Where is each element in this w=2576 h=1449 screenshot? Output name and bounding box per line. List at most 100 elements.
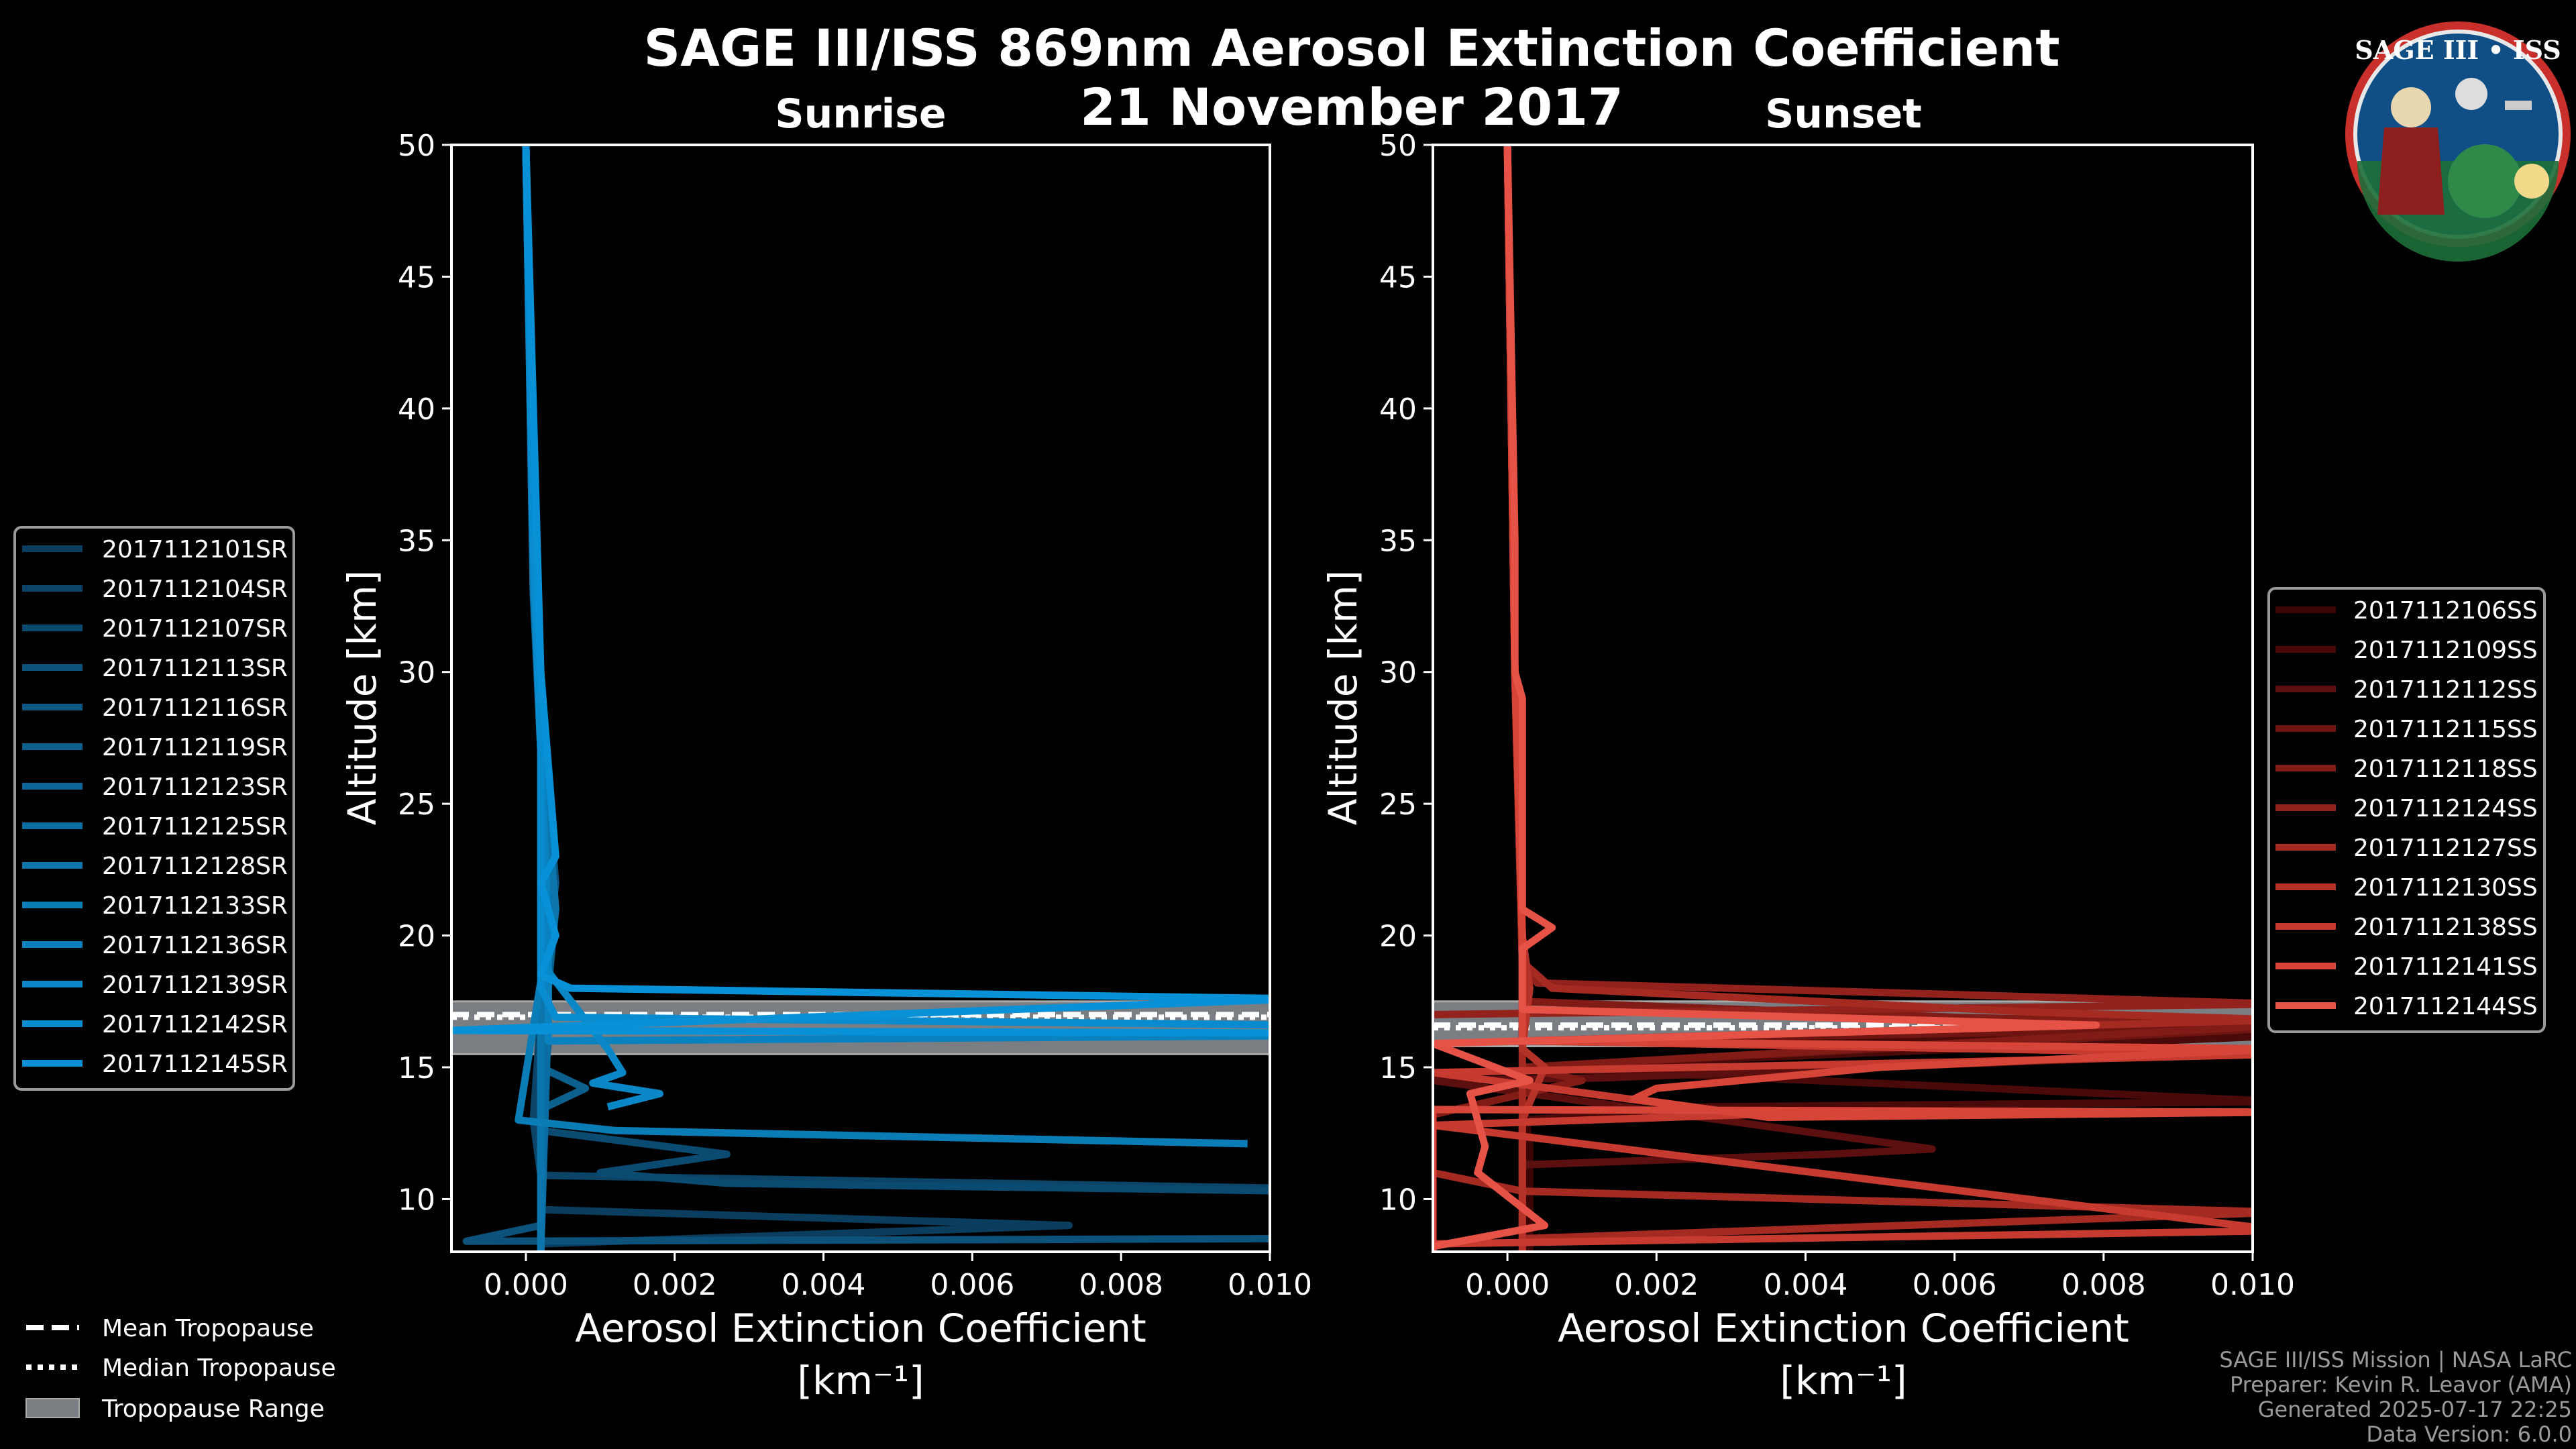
legend-label: 2017112124SS [2353, 795, 2538, 822]
mean-tropopause-label: Mean Tropopause [102, 1315, 314, 1342]
x-tick-label: 0.010 [1228, 1268, 1312, 1302]
y-tick-label: 30 [398, 656, 435, 690]
legend-item: 2017112115SS [2275, 716, 2538, 743]
legend-label: 2017112107SR [102, 615, 288, 643]
legend-item: 2017112123SR [22, 773, 288, 801]
legend-label: 2017112136SR [102, 932, 288, 959]
chart-title: SAGE III/ISS 869nm Aerosol Extinction Co… [643, 18, 2059, 78]
legend-item: 2017112119SR [22, 734, 288, 761]
axes-frame [450, 144, 1271, 1253]
y-axis-label-sunrise: Altitude [km] [339, 570, 385, 825]
footer-line: Data Version: 6.0.0 [2366, 1421, 2572, 1447]
legend-item: 2017112142SR [22, 1011, 288, 1038]
iss-icon [2505, 101, 2532, 110]
legend-item: 2017112116SR [22, 694, 288, 722]
legend-item: 2017112138SS [2275, 914, 2538, 941]
y-tick-label: 35 [398, 524, 435, 558]
x-tick-label: 0.002 [1614, 1268, 1699, 1302]
y-tick-label: 25 [1379, 788, 1417, 822]
legend-label: 2017112141SS [2353, 953, 2538, 981]
legend-label: 2017112104SR [102, 576, 288, 603]
legend-label: 2017112112SS [2353, 676, 2538, 704]
x-tick-label: 0.008 [1079, 1268, 1163, 1302]
legend-label: 2017112139SR [102, 971, 288, 999]
tropopause-range-swatch [25, 1398, 80, 1418]
legend-label: 2017112116SR [102, 694, 288, 722]
moon-icon [2455, 78, 2487, 110]
y-tick-label: 10 [398, 1183, 435, 1217]
y-tick-label: 45 [398, 260, 435, 294]
scientist-figure-icon [2391, 87, 2431, 127]
legend-item: 2017112106SS [2275, 597, 2538, 625]
sunrise-legend: 2017112101SR 2017112104SR 2017112107SR 2017… [22, 536, 288, 1078]
x-tick-label: 0.002 [633, 1268, 717, 1302]
x-tick-label: 0.008 [2061, 1268, 2146, 1302]
legend-label: 2017112130SS [2353, 874, 2538, 902]
y-tick-label: 35 [1379, 524, 1417, 558]
profile-line-2017112144SS [1433, 145, 2100, 1250]
chart-subtitle: 21 November 2017 [1080, 77, 1623, 137]
legend-item: 2017112144SS [2275, 993, 2538, 1020]
legend-item: 2017112113SR [22, 655, 288, 682]
legend-label: 2017112144SS [2353, 993, 2538, 1020]
legend-item: 2017112124SS [2275, 795, 2538, 822]
sunset-panel: 0.000 0.002 0.004 0.006 0.008 0.010 10 15 20 25 30… [1379, 129, 2295, 1302]
legend-label: 2017112138SS [2353, 914, 2538, 941]
legend-label: 2017112119SR [102, 734, 288, 761]
median-tropopause-label: Median Tropopause [102, 1354, 336, 1382]
sun-icon [2514, 164, 2549, 199]
x-axis-label-sunset: Aerosol Extinction Coefficient [1558, 1305, 2129, 1351]
x-tick-label: 0.004 [1763, 1268, 1847, 1302]
legend-item: 2017112112SS [2275, 676, 2538, 704]
logo-text: SAGE III • ISS [2355, 35, 2561, 65]
legend-label: 2017112125SR [102, 813, 288, 841]
legend-item: 2017112130SS [2275, 874, 2538, 902]
legend-label: 2017112101SR [102, 536, 288, 564]
x-tick-label: 0.000 [1465, 1268, 1550, 1302]
y-tick-label: 50 [398, 129, 435, 163]
plot-area [1433, 145, 2253, 1252]
y-tick-label: 40 [1379, 392, 1417, 427]
y-axis-label-sunset: Altitude [km] [1320, 570, 1366, 825]
x-tick-label: 0.010 [2210, 1268, 2295, 1302]
x-tick-label: 0.006 [1913, 1268, 1997, 1302]
legend-label: 2017112118SS [2353, 755, 2538, 783]
y-tick-label: 20 [1379, 920, 1417, 954]
legend-item: 2017112139SR [22, 971, 288, 999]
y-tick-label: 40 [398, 392, 435, 427]
legend-label: 2017112109SS [2353, 637, 2538, 664]
legend-item: 2017112145SR [22, 1051, 288, 1078]
plot-area [451, 145, 1270, 1252]
y-tick-label: 15 [398, 1051, 435, 1085]
legend-item: 2017112128SR [22, 853, 288, 880]
tropopause-range-label: Tropopause Range [101, 1395, 325, 1423]
x-axis-label-sunrise: Aerosol Extinction Coefficient [575, 1305, 1146, 1351]
sunset-legend-box [2267, 587, 2546, 1033]
y-tick-label: 25 [398, 788, 435, 822]
legend-label: 2017112106SS [2353, 597, 2538, 625]
x-axis-unit-sunset: [km⁻¹] [1780, 1358, 1907, 1403]
footer-credits: SAGE III/ISS Mission | NASA LaRC Prepare… [2219, 1347, 2572, 1447]
legend-label: 2017112123SR [102, 773, 288, 801]
legend-label: 2017112128SR [102, 853, 288, 880]
x-tick-label: 0.000 [484, 1268, 568, 1302]
y-tick-label: 45 [1379, 260, 1417, 294]
x-axis-unit-sunrise: [km⁻¹] [797, 1358, 924, 1403]
footer-line: Preparer: Kevin R. Leavor (AMA) [2230, 1372, 2572, 1397]
legend-label: 2017112113SR [102, 655, 288, 682]
sage-iii-iss-logo: SAGE III • ISS [2345, 21, 2571, 262]
y-tick-label: 30 [1379, 656, 1417, 690]
y-tick-label: 50 [1379, 129, 1417, 163]
footer-line: Generated 2025-07-17 22:25 [2258, 1397, 2572, 1422]
tropopause-legend: Mean Tropopause Median Tropopause Tropop… [25, 1315, 336, 1423]
x-tick-label: 0.004 [782, 1268, 866, 1302]
legend-label: 2017112115SS [2353, 716, 2538, 743]
legend-label: 2017112145SR [102, 1051, 288, 1078]
legend-label: 2017112127SS [2353, 835, 2538, 862]
legend-item: 2017112136SR [22, 932, 288, 959]
axes-frame [1432, 144, 2254, 1253]
legend-item: 2017112118SS [2275, 755, 2538, 783]
legend-item: 2017112141SS [2275, 953, 2538, 981]
y-tick-label: 10 [1379, 1183, 1417, 1217]
